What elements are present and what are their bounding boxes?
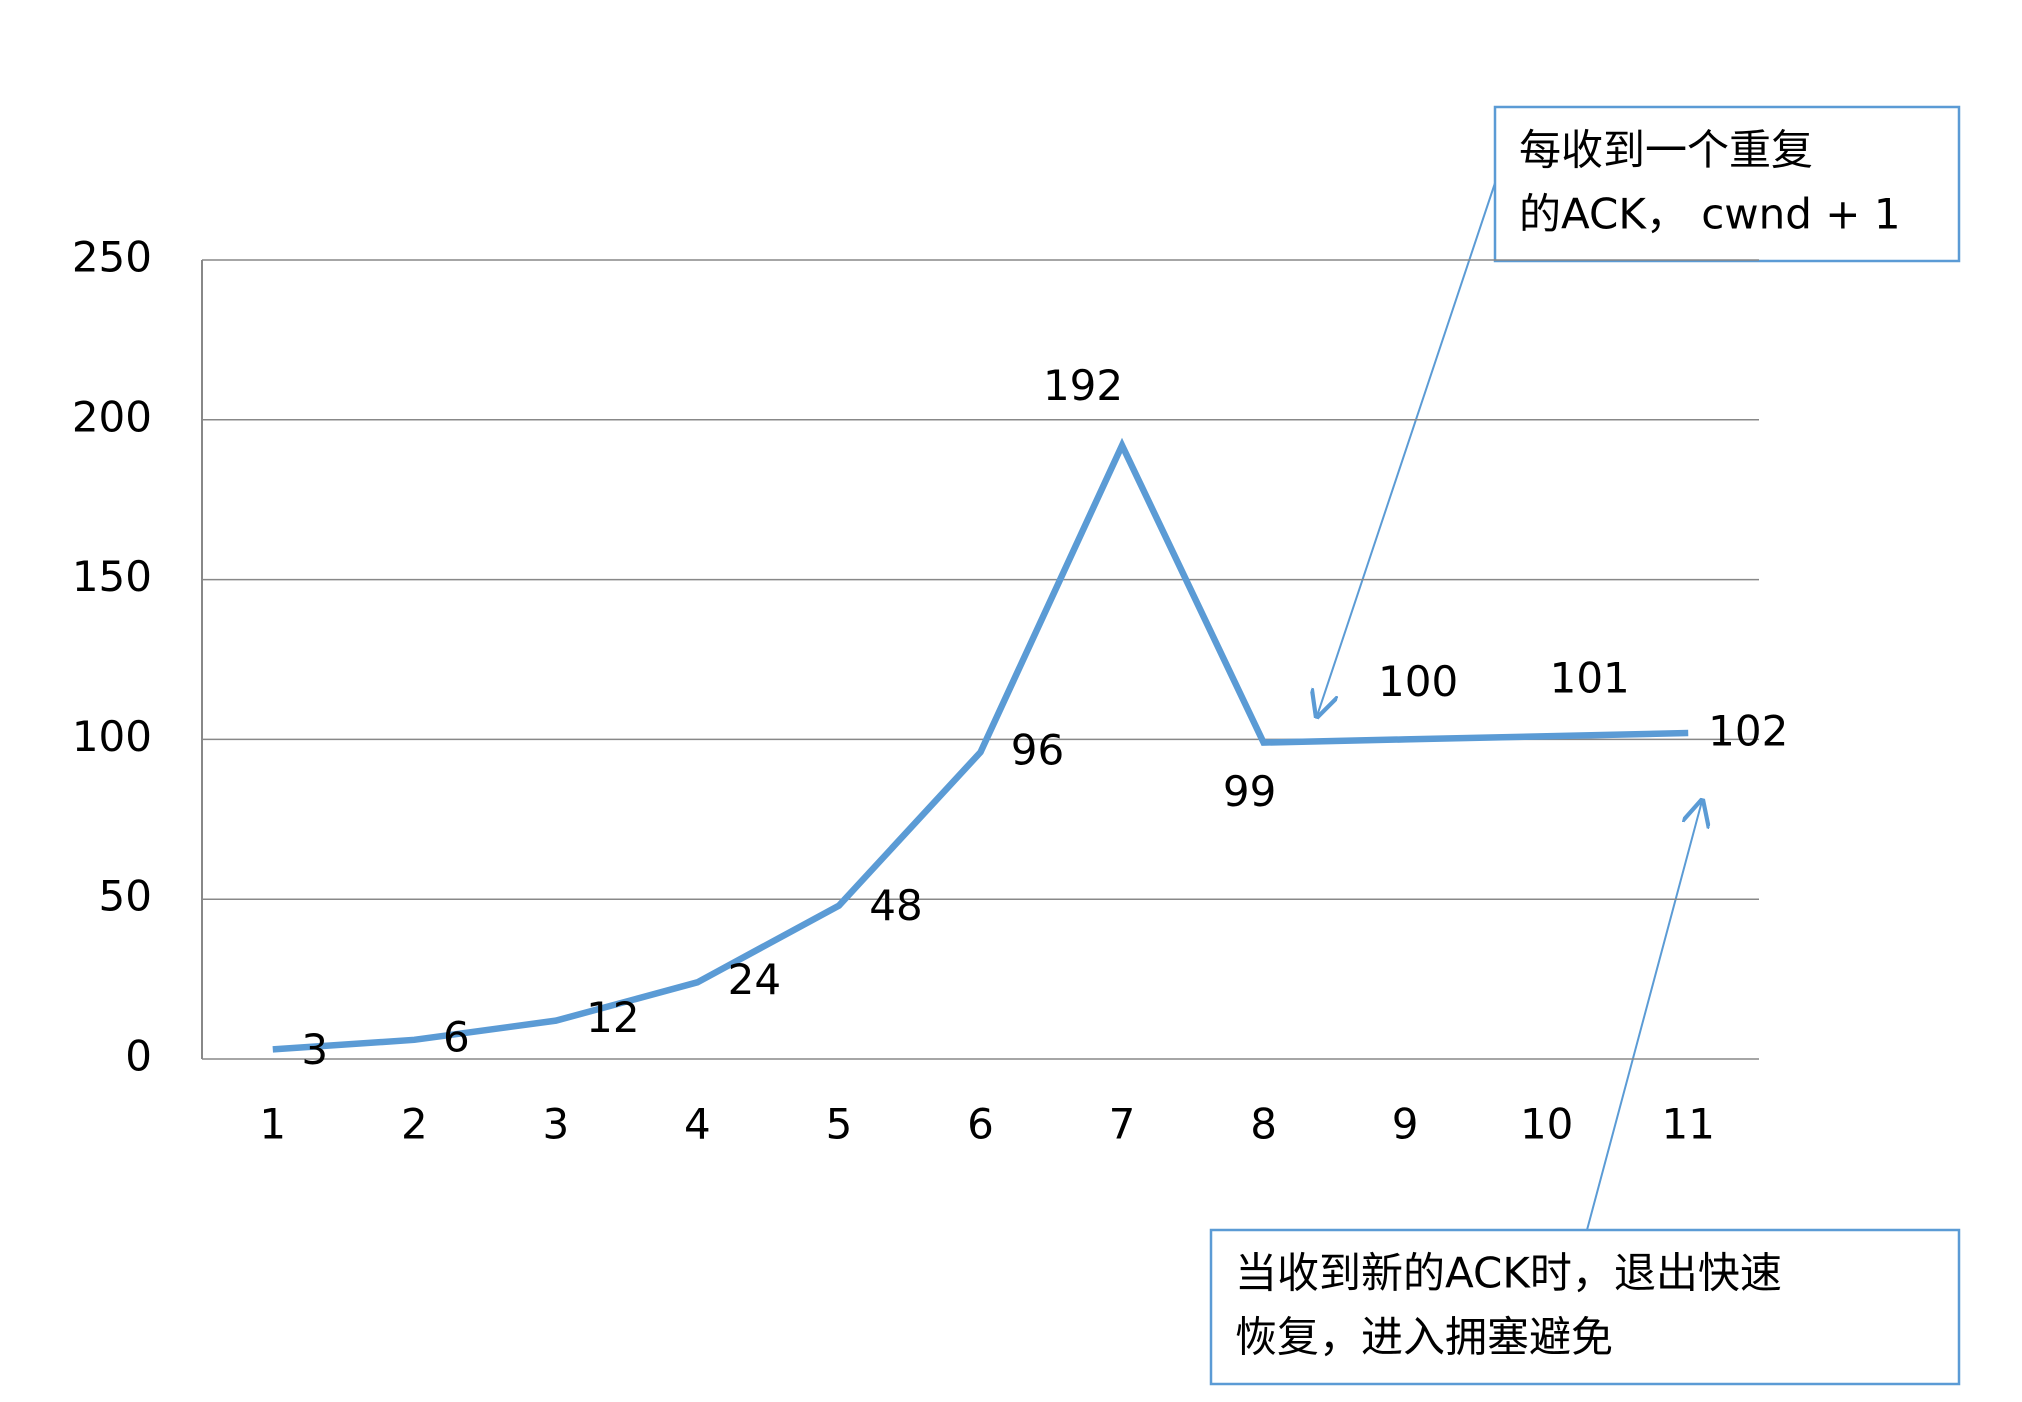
data-label: 48 <box>869 881 922 930</box>
x-tick-label: 2 <box>401 1100 428 1149</box>
x-tick-label: 5 <box>826 1100 853 1149</box>
y-tick-label: 150 <box>72 552 152 601</box>
x-tick-label: 6 <box>967 1100 994 1149</box>
data-label: 6 <box>443 1012 470 1061</box>
data-label: 192 <box>1043 361 1123 410</box>
data-label: 100 <box>1378 657 1458 706</box>
data-label: 3 <box>301 1025 328 1074</box>
x-tick-label: 8 <box>1250 1100 1277 1149</box>
annotation-arrow <box>1317 182 1496 716</box>
annotation-text: 恢复，进入拥塞避免 <box>1235 1313 1613 1362</box>
x-tick-label: 1 <box>259 1100 286 1149</box>
annotation-text: 的ACK， cwnd + 1 <box>1519 190 1901 239</box>
annotation-text: 当收到新的ACK时，退出快速 <box>1235 1249 1782 1298</box>
x-tick-label: 3 <box>542 1100 569 1149</box>
data-label: 101 <box>1550 654 1630 703</box>
y-tick-label: 50 <box>99 872 152 921</box>
y-tick-label: 250 <box>72 233 152 282</box>
annotation-box <box>1209 1228 1961 1386</box>
annotation-text: 每收到一个重复 <box>1519 126 1813 175</box>
x-tick-label: 10 <box>1520 1100 1573 1149</box>
data-line <box>272 437 1689 1053</box>
data-label: 24 <box>728 955 781 1004</box>
x-tick-label: 9 <box>1392 1100 1419 1149</box>
y-tick-label: 100 <box>72 712 152 761</box>
x-tick-label: 4 <box>684 1100 711 1149</box>
x-tick-label: 11 <box>1662 1100 1715 1149</box>
data-label: 12 <box>586 993 639 1042</box>
annotation-arrow <box>1586 801 1702 1231</box>
data-label: 96 <box>1011 726 1064 775</box>
annotation-box <box>1493 105 1961 263</box>
x-tick-label: 7 <box>1109 1100 1136 1149</box>
data-label: 102 <box>1708 707 1788 756</box>
data-label: 99 <box>1223 767 1276 816</box>
y-tick-label: 0 <box>125 1032 152 1081</box>
y-tick-label: 200 <box>72 392 152 441</box>
